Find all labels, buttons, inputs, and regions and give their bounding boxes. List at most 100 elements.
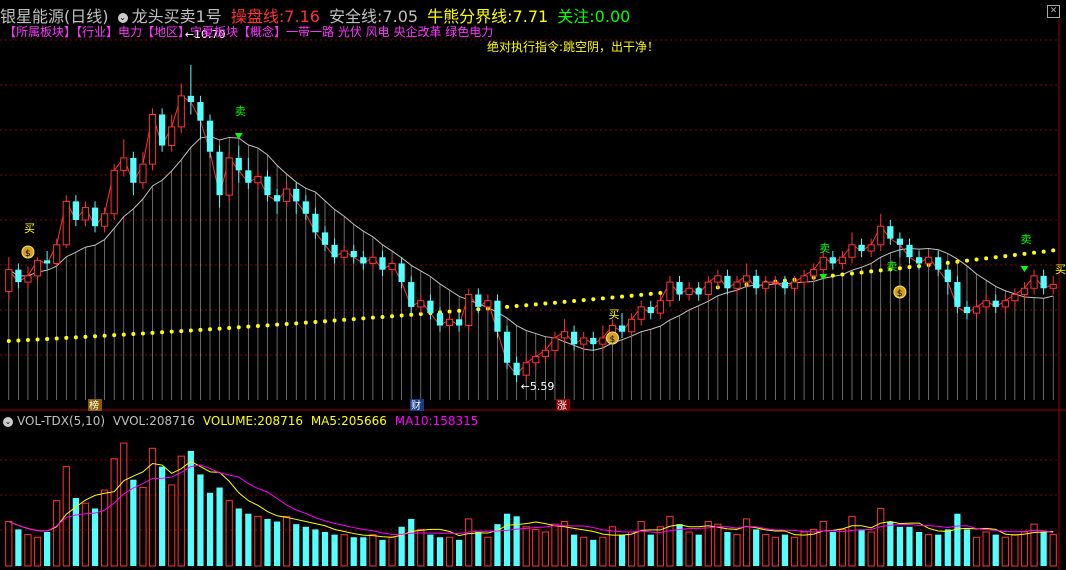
tag-box xyxy=(556,399,570,411)
volume-bar xyxy=(254,515,262,567)
candle-body xyxy=(685,287,693,295)
volume-bar xyxy=(388,536,396,567)
money-bag-symbol: $ xyxy=(897,289,903,299)
bullbear-dot xyxy=(342,317,347,322)
candle-body xyxy=(925,256,933,264)
bullbear-dot xyxy=(16,338,21,343)
candle-body xyxy=(168,126,176,147)
candle-body xyxy=(848,244,856,258)
volume-bar xyxy=(72,498,79,566)
volume-bar xyxy=(858,529,865,566)
bullbear-dot xyxy=(409,312,414,317)
candle-body xyxy=(465,293,473,327)
volume-bar xyxy=(158,466,166,566)
tag-text: 涨 xyxy=(557,400,567,412)
bullbear-dot xyxy=(217,326,222,331)
candle-body xyxy=(887,226,894,239)
volume-bars xyxy=(5,442,1057,567)
volume-ma5-line xyxy=(8,460,1054,538)
volume-bar xyxy=(571,534,578,566)
candle-body xyxy=(972,306,981,314)
candle-body xyxy=(522,362,530,376)
indicator-name[interactable]: 龙头买卖1号 xyxy=(131,7,222,26)
volume-bar xyxy=(992,534,999,566)
money-bag-icon xyxy=(605,331,619,345)
bullbear-dot xyxy=(514,304,519,309)
candle-body xyxy=(618,325,626,332)
bullbear-dot xyxy=(64,335,69,340)
candle-body xyxy=(62,200,70,246)
volume-bar xyxy=(867,531,875,567)
collapse-icon[interactable]: ⌄ xyxy=(3,416,13,427)
bullbear-dot xyxy=(629,293,634,298)
bullbear-dot xyxy=(984,256,989,261)
candle-body xyxy=(1011,293,1019,302)
bullbear-dot xyxy=(1041,249,1046,254)
candle-body xyxy=(704,281,712,295)
candle-body xyxy=(896,238,904,245)
candle-body xyxy=(541,349,549,358)
close-icon[interactable]: ✕ xyxy=(1047,5,1060,18)
bullbear-dot xyxy=(974,257,979,262)
candle-body xyxy=(819,256,827,271)
watch-label: 关注: xyxy=(557,7,595,26)
bullbear-dot xyxy=(265,323,270,328)
candle-body xyxy=(781,282,789,289)
bullbear-dot xyxy=(1012,253,1017,258)
bullbear-dot xyxy=(246,324,251,329)
volume-bar xyxy=(494,524,501,566)
bullbear-dot xyxy=(1032,250,1037,255)
candle-body xyxy=(302,201,309,214)
volume-bar xyxy=(522,526,530,567)
candle-body xyxy=(656,300,664,314)
candle-body xyxy=(331,244,338,258)
volume-bar xyxy=(53,500,61,567)
low-price-label: ←5.59 xyxy=(521,380,555,393)
candle-body xyxy=(321,232,329,245)
volume-bar xyxy=(685,531,693,567)
candle-body xyxy=(915,257,923,264)
candle-body xyxy=(187,95,194,103)
volume-indicator-name[interactable]: VOL-TDX(5,10) xyxy=(17,414,106,428)
volume-bar xyxy=(810,528,818,567)
volume-bar xyxy=(714,523,722,567)
volume-bar xyxy=(81,502,90,567)
candle-body xyxy=(245,170,252,183)
volume-bar xyxy=(206,492,214,566)
money-bag-icon xyxy=(21,245,35,259)
bullbear-dot xyxy=(275,322,280,327)
stock-name[interactable]: 银星能源 xyxy=(0,7,65,26)
vvol-label: VVOL: xyxy=(112,414,150,428)
volume-bar xyxy=(225,500,233,567)
buy-signal: 买 xyxy=(608,308,619,321)
collapse-icon[interactable]: ⌄ xyxy=(117,12,128,23)
candle-body xyxy=(935,257,942,270)
candle-body xyxy=(580,337,588,345)
candle-body xyxy=(197,102,204,121)
bullbear-dot xyxy=(208,327,213,332)
ma10-value: 158315 xyxy=(432,414,479,428)
candle-body xyxy=(982,300,990,308)
candle-body xyxy=(379,257,386,270)
bullbear-dot xyxy=(284,322,289,327)
volume-bar xyxy=(753,529,760,566)
candle-body xyxy=(829,257,836,264)
bullbear-dot xyxy=(255,324,260,329)
volume-bar xyxy=(273,521,281,566)
volume-bar xyxy=(1001,536,1009,567)
volume-bar xyxy=(475,532,482,566)
period-label[interactable]: (日线) xyxy=(64,7,109,26)
candle-body xyxy=(369,256,377,264)
bullbear-dot xyxy=(150,330,155,335)
volume-bar xyxy=(838,528,847,567)
candle-body xyxy=(742,275,751,283)
candle-body xyxy=(283,188,291,202)
candle-body xyxy=(838,256,847,264)
candle-body xyxy=(637,306,645,320)
candle-body xyxy=(494,300,501,332)
volume-bar xyxy=(627,531,636,567)
bullbear-dot xyxy=(639,292,644,297)
volume-bar xyxy=(139,487,147,567)
ma-fan xyxy=(8,136,1054,400)
